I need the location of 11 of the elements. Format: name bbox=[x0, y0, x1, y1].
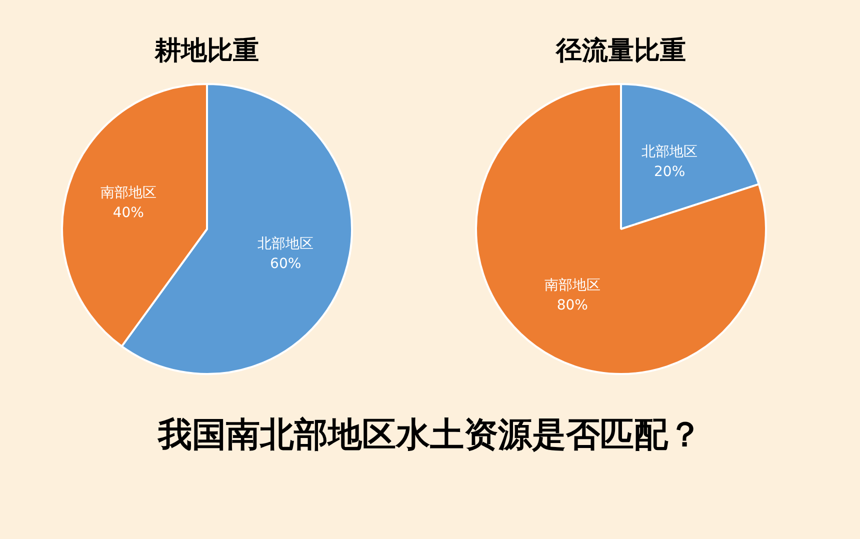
data-label: 80% bbox=[556, 298, 588, 314]
chart-title: 径流量比重 bbox=[554, 35, 687, 68]
data-label: 60% bbox=[270, 256, 302, 272]
slice-label: 北部地区 bbox=[642, 144, 698, 160]
chart-title: 耕地比重 bbox=[154, 35, 260, 68]
text: 我国南北部地区水土资源是否匹配？ bbox=[156, 414, 703, 457]
data-label: 40% bbox=[112, 205, 144, 222]
slice-label: 北部地区 bbox=[258, 236, 314, 252]
data-label: 20% bbox=[654, 164, 686, 180]
slice-label: 南部地区 bbox=[100, 185, 156, 202]
slice-label: 南部地区 bbox=[544, 278, 600, 294]
